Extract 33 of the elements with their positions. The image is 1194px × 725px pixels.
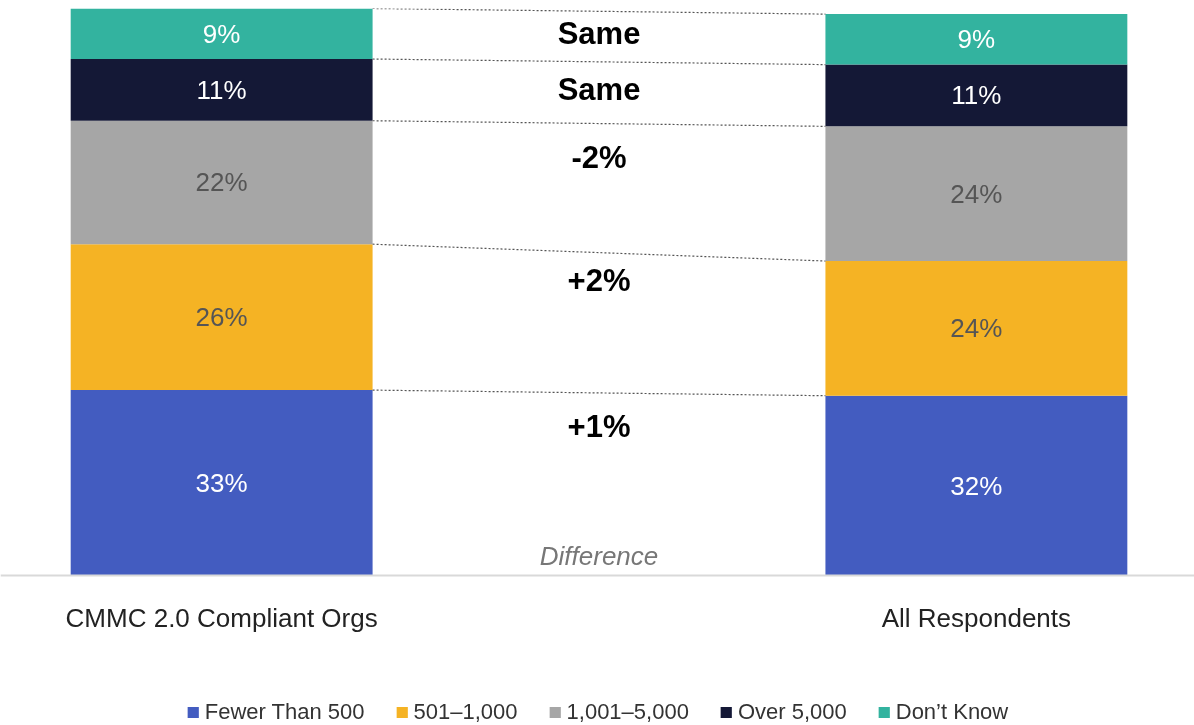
bar	[825, 64, 1128, 127]
legend-label: 501–1,000	[413, 699, 518, 725]
data-label: 32%	[950, 470, 1003, 501]
annotation: Same	[557, 72, 641, 108]
data-label: 9%	[202, 18, 241, 49]
x-tick-label: All Respondents	[881, 603, 1072, 634]
annotation: +2%	[567, 263, 631, 299]
legend-label: Don’t Know	[895, 699, 1009, 725]
annotation: +1%	[567, 409, 631, 445]
annotation: Same	[557, 16, 641, 52]
legend-label: Fewer Than 500	[204, 699, 365, 725]
bar	[825, 126, 1128, 262]
data-label: 24%	[950, 178, 1003, 209]
data-label: 11%	[951, 80, 1002, 111]
bar	[70, 120, 373, 245]
annotation: Difference	[539, 540, 659, 571]
bar	[70, 59, 373, 121]
bar	[825, 395, 1128, 576]
bar	[70, 390, 373, 576]
bar	[70, 244, 373, 391]
data-label: 24%	[950, 313, 1003, 344]
bar	[825, 14, 1128, 65]
annotation: -2%	[571, 139, 627, 175]
data-label: 9%	[957, 24, 996, 55]
data-label: 22%	[195, 167, 248, 198]
data-label: 33%	[195, 467, 248, 498]
bar	[825, 261, 1128, 396]
bar	[70, 8, 373, 60]
data-label: 11%	[196, 74, 247, 105]
legend-label: Over 5,000	[737, 699, 847, 725]
data-label: 26%	[195, 302, 248, 333]
legend-label: 1,001–5,000	[566, 699, 689, 725]
x-tick-label: CMMC 2.0 Compliant Orgs	[65, 603, 378, 634]
